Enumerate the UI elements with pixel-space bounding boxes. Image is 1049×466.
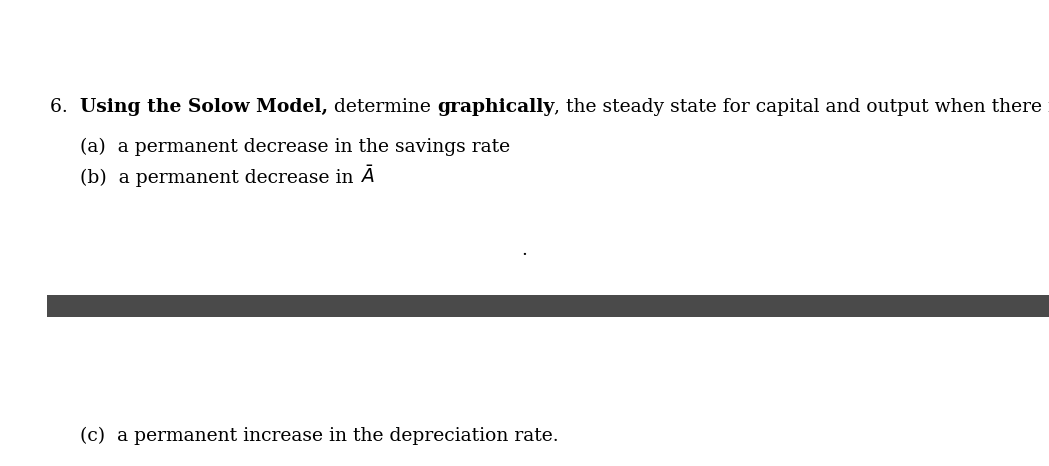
Bar [47, 295, 1049, 317]
Text: .: . [521, 241, 527, 259]
Text: determine: determine [328, 98, 436, 116]
Text: $\bar{A}$: $\bar{A}$ [360, 165, 374, 187]
Text: (a)  a permanent decrease in the savings rate: (a) a permanent decrease in the savings … [80, 138, 510, 156]
Text: (c)  a permanent increase in the depreciation rate.: (c) a permanent increase in the deprecia… [80, 427, 559, 445]
Text: , the steady state for capital and output when there is an:: , the steady state for capital and outpu… [554, 98, 1049, 116]
Text: Using the Solow Model,: Using the Solow Model, [80, 98, 328, 116]
Text: graphically: graphically [436, 98, 554, 116]
Text: (b)  a permanent decrease in: (b) a permanent decrease in [80, 169, 360, 187]
Text: 6.: 6. [50, 98, 80, 116]
